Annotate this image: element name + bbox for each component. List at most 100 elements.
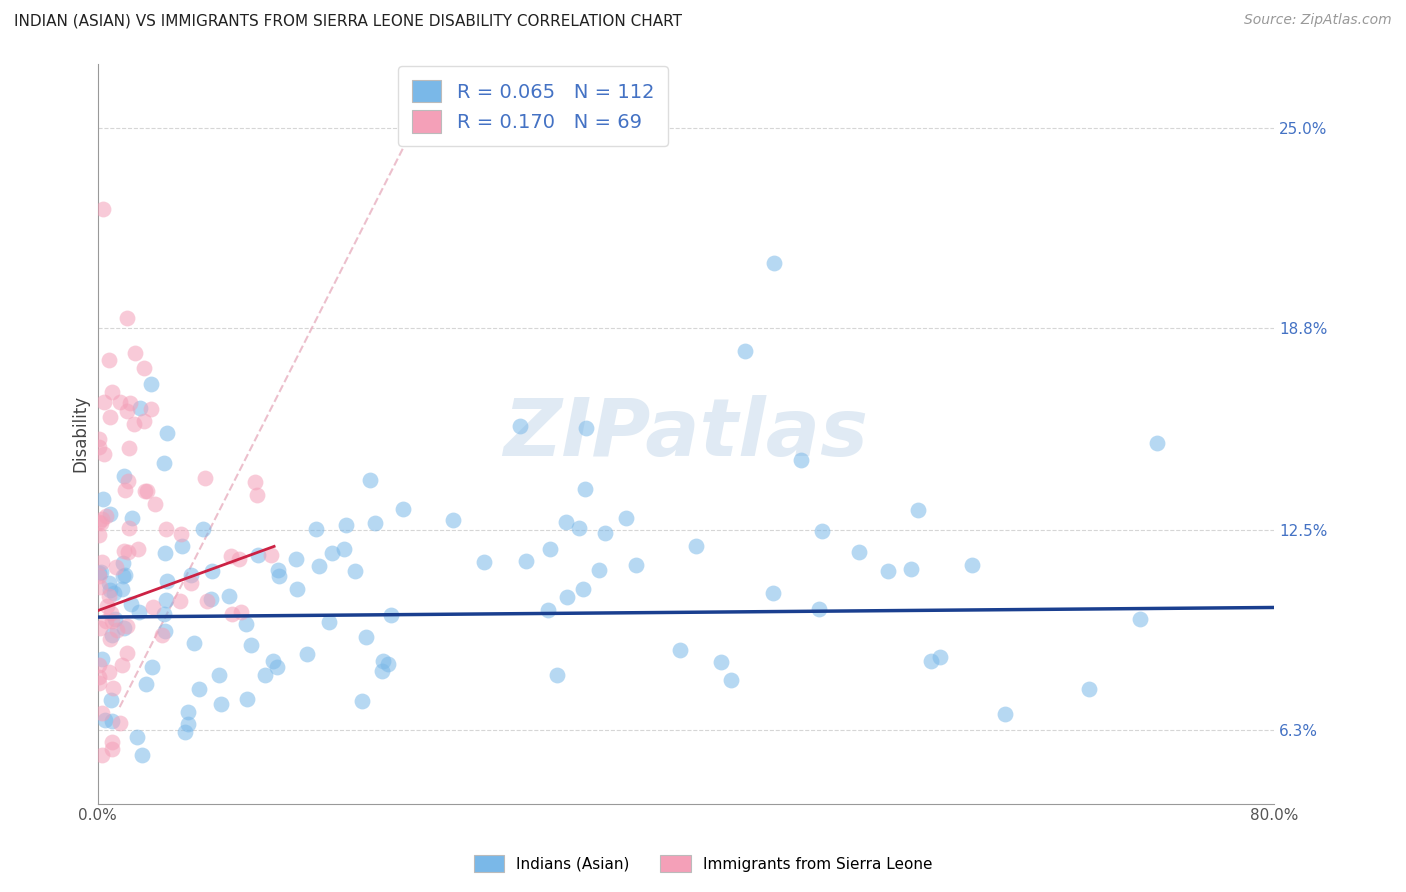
- Point: [111, 658, 134, 673]
- Point: [266, 659, 288, 673]
- Point: [93, 447, 115, 461]
- Point: [139, 376, 162, 391]
- Point: [568, 521, 591, 535]
- Point: [537, 603, 560, 617]
- Point: [142, 600, 165, 615]
- Point: [555, 515, 578, 529]
- Point: [87, 440, 110, 454]
- Point: [364, 516, 387, 530]
- Point: [101, 384, 124, 399]
- Point: [229, 606, 252, 620]
- Point: [98, 409, 121, 424]
- Point: [87, 569, 110, 583]
- Point: [762, 586, 785, 600]
- Point: [169, 527, 191, 541]
- Point: [574, 421, 596, 435]
- Point: [117, 474, 139, 488]
- Point: [295, 647, 318, 661]
- Point: [180, 576, 202, 591]
- Point: [626, 558, 648, 572]
- Point: [90, 516, 112, 530]
- Point: [994, 707, 1017, 722]
- Point: [920, 654, 942, 668]
- Point: [134, 361, 156, 376]
- Text: INDIAN (ASIAN) VS IMMIGRANTS FROM SIERRA LEONE DISABILITY CORRELATION CHART: INDIAN (ASIAN) VS IMMIGRANTS FROM SIERRA…: [14, 13, 682, 29]
- Point: [124, 345, 146, 359]
- Point: [574, 483, 596, 497]
- Point: [200, 591, 222, 606]
- Point: [318, 615, 340, 630]
- Point: [112, 469, 135, 483]
- Point: [246, 548, 269, 562]
- Point: [377, 657, 399, 672]
- Point: [125, 731, 148, 745]
- Point: [101, 681, 124, 695]
- Point: [900, 562, 922, 576]
- Point: [98, 352, 121, 367]
- Point: [177, 717, 200, 731]
- Point: [790, 453, 813, 467]
- Point: [97, 576, 120, 591]
- Point: [246, 488, 269, 502]
- Point: [153, 546, 176, 560]
- Point: [155, 593, 177, 607]
- Point: [235, 617, 257, 632]
- Point: [124, 417, 146, 432]
- Point: [209, 697, 232, 711]
- Point: [254, 668, 277, 682]
- Point: [87, 566, 110, 580]
- Point: [143, 497, 166, 511]
- Point: [472, 555, 495, 569]
- Point: [848, 544, 870, 558]
- Point: [98, 582, 121, 597]
- Text: ZIPatlas: ZIPatlas: [503, 395, 869, 473]
- Point: [876, 564, 898, 578]
- Point: [90, 566, 112, 580]
- Point: [807, 602, 830, 616]
- Point: [236, 692, 259, 706]
- Legend: Indians (Asian), Immigrants from Sierra Leone: Indians (Asian), Immigrants from Sierra …: [465, 847, 941, 880]
- Point: [87, 515, 110, 529]
- Point: [101, 714, 124, 728]
- Point: [117, 544, 139, 558]
- Point: [98, 507, 121, 521]
- Point: [156, 426, 179, 441]
- Point: [380, 607, 402, 622]
- Point: [685, 539, 707, 553]
- Point: [105, 624, 128, 638]
- Point: [284, 552, 307, 566]
- Point: [120, 598, 142, 612]
- Point: [108, 716, 131, 731]
- Point: [441, 513, 464, 527]
- Point: [669, 643, 692, 657]
- Point: [221, 549, 243, 563]
- Point: [141, 660, 163, 674]
- Point: [89, 676, 111, 690]
- Point: [141, 402, 163, 417]
- Point: [115, 619, 138, 633]
- Point: [104, 559, 127, 574]
- Point: [811, 524, 834, 539]
- Point: [177, 705, 200, 719]
- Point: [734, 343, 756, 358]
- Point: [96, 599, 118, 613]
- Point: [118, 521, 141, 535]
- Point: [344, 564, 367, 578]
- Point: [118, 441, 141, 455]
- Point: [100, 692, 122, 706]
- Point: [87, 527, 110, 541]
- Point: [1146, 436, 1168, 450]
- Point: [94, 509, 117, 524]
- Point: [91, 748, 114, 763]
- Point: [91, 512, 114, 526]
- Point: [593, 525, 616, 540]
- Point: [153, 456, 176, 470]
- Point: [321, 546, 343, 560]
- Point: [98, 665, 121, 679]
- Point: [333, 541, 356, 556]
- Point: [115, 404, 138, 418]
- Legend: R = 0.065   N = 112, R = 0.170   N = 69: R = 0.065 N = 112, R = 0.170 N = 69: [398, 66, 668, 146]
- Point: [269, 568, 291, 582]
- Point: [101, 741, 124, 756]
- Point: [155, 522, 177, 536]
